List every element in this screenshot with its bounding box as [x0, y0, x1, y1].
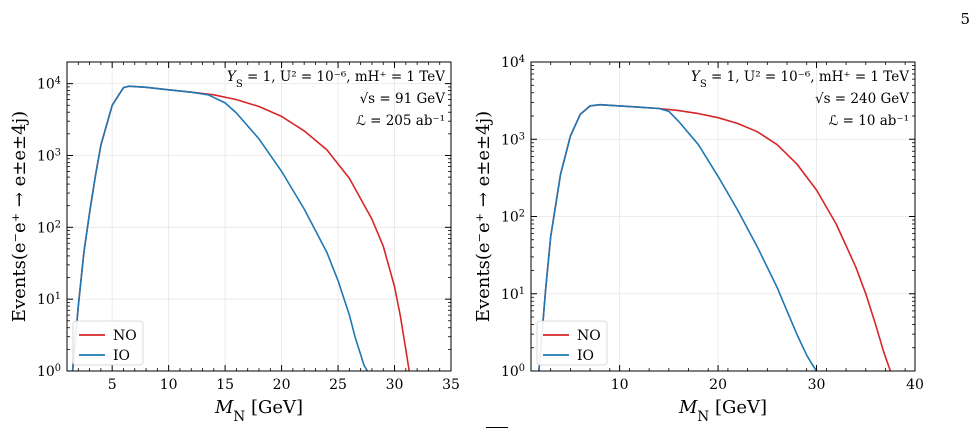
chart-panel-left: 5 10 15 20 25 30 35 100 101 102 103 104 MN [GeV] Even…: [9, 61, 460, 425]
y-tick-label: 104: [37, 75, 61, 93]
x-tick-label: 15: [216, 377, 234, 393]
annotation-line-2: √s = 91 GeV: [360, 91, 446, 107]
y-tick-label: 101: [37, 291, 61, 309]
annotation-line-1: YS = 1, U² = 10⁻⁶, mH⁺ = 1 TeV: [227, 69, 445, 90]
legend-box: [72, 320, 144, 366]
annotation-line-3: ℒ = 205 ab⁻¹: [356, 113, 445, 129]
y-tick-label: 102: [37, 219, 61, 237]
x-tick-label: 5: [108, 377, 117, 393]
x-tick-label: 20: [273, 377, 291, 393]
y-tick-label: 103: [501, 131, 525, 149]
footer-rule: [486, 427, 508, 428]
x-tick-label: 40: [906, 377, 924, 393]
x-axis-label: MN [GeV]: [678, 397, 767, 425]
x-tick-label: 30: [386, 377, 404, 393]
x-tick-label: 25: [329, 377, 347, 393]
y-tick-label: 103: [37, 147, 61, 165]
page-number: 5: [960, 10, 970, 28]
legend-label-no: NO: [577, 328, 601, 344]
y-axis-label: Events(e⁻e⁺ → e±e±4j): [9, 111, 30, 322]
legend-label-io: IO: [577, 348, 594, 364]
y-tick-label: 102: [501, 208, 525, 226]
legend-label-io: IO: [113, 348, 130, 364]
annotation-line-1: YS = 1, U² = 10⁻⁶, mH⁺ = 1 TeV: [691, 69, 909, 90]
chart-panel-right: 10 20 30 40 100 101 102 103 104 MN [GeV] Events(e⁻…: [473, 54, 924, 426]
annotation-line-3: ℒ = 10 ab⁻¹: [829, 113, 909, 129]
x-tick-label: 10: [611, 377, 629, 393]
legend-label-no: NO: [113, 328, 137, 344]
y-axis-label: Events(e⁻e⁺ → e±e±4j): [473, 111, 494, 322]
x-tick-label: 30: [808, 377, 826, 393]
y-tick-label: 100: [37, 363, 61, 381]
series-line-io: [538, 103, 818, 371]
y-tick-label: 104: [501, 54, 525, 72]
annotation-line-2: √s = 240 GeV: [815, 91, 909, 107]
y-tick-label: 101: [501, 285, 525, 303]
legend-box: [536, 320, 608, 366]
x-tick-label: 35: [442, 377, 460, 393]
x-axis-label: MN [GeV]: [214, 397, 303, 425]
series-line-io: [71, 85, 369, 371]
x-tick-label: 20: [709, 377, 727, 393]
y-tick-label: 100: [501, 363, 525, 381]
x-tick-label: 10: [160, 377, 178, 393]
